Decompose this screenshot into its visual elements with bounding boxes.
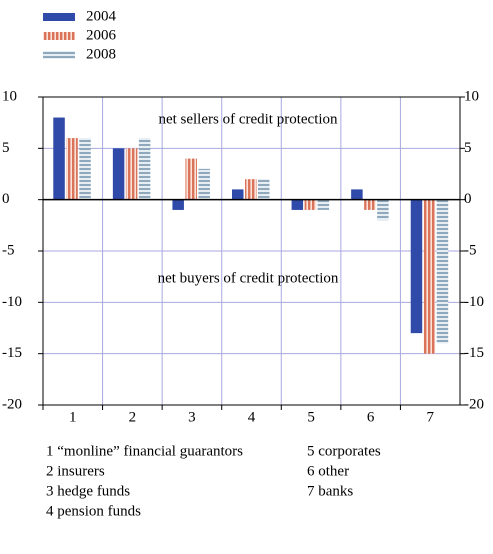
- y-tick-label: 0: [2, 191, 10, 207]
- y-tick-label: -15: [2, 345, 22, 361]
- y-tick-label: -20: [2, 396, 22, 412]
- bar: [436, 199, 449, 344]
- x-tick-label: 6: [367, 409, 375, 425]
- bar: [364, 199, 376, 210]
- bar: [317, 199, 330, 210]
- bar: [291, 199, 304, 210]
- bar: [258, 179, 270, 200]
- x-tick-label: 2: [129, 409, 137, 425]
- bar: [410, 199, 423, 334]
- legend-swatch: [43, 32, 75, 40]
- plot-frame: [42, 96, 461, 406]
- note: 7 banks: [307, 483, 353, 499]
- legend-swatch: [43, 51, 75, 59]
- bar: [138, 138, 151, 200]
- legend-swatch: [43, 13, 75, 21]
- y-tick-label: 10: [2, 88, 17, 104]
- bar: [79, 138, 91, 200]
- bar: [112, 148, 125, 200]
- bar: [185, 158, 197, 200]
- annotation: net sellers of credit protection: [158, 111, 338, 127]
- y2-tick-label: 5: [464, 140, 472, 156]
- x-tick-label: 3: [188, 409, 196, 425]
- bar: [304, 199, 317, 210]
- y-tick-label: -5: [2, 242, 15, 258]
- note: 5 corporates: [307, 443, 381, 459]
- x-tick-label: 4: [248, 409, 256, 425]
- y2-tick-label: -20: [464, 396, 484, 412]
- x-tick-label: 7: [426, 409, 434, 425]
- x-tick-label: 5: [307, 409, 315, 425]
- legend-label: 2004: [86, 8, 117, 24]
- bar: [172, 199, 184, 210]
- note: 4 pension funds: [46, 503, 141, 519]
- bar: [198, 168, 210, 200]
- bar: [423, 199, 436, 354]
- y2-tick-label: -10: [464, 294, 484, 310]
- bar: [245, 179, 257, 200]
- y2-tick-label: -5: [464, 242, 477, 258]
- note: 3 hedge funds: [46, 483, 130, 499]
- bar: [377, 199, 389, 221]
- note: 6 other: [307, 463, 349, 479]
- y-tick-label: 5: [2, 140, 10, 156]
- note: 1 “monline” financial guarantors: [46, 443, 243, 459]
- legend-label: 2008: [86, 46, 116, 62]
- y2-tick-label: -15: [464, 345, 484, 361]
- y2-tick-label: 0: [464, 191, 472, 207]
- note: 2 insurers: [46, 463, 105, 479]
- bar: [53, 117, 65, 200]
- annotation: net buyers of credit protection: [158, 270, 339, 286]
- bar: [125, 148, 138, 200]
- x-tick-label: 1: [69, 409, 77, 425]
- legend-label: 2006: [86, 27, 117, 43]
- bar: [351, 189, 363, 200]
- y-tick-label: -10: [2, 294, 22, 310]
- bar: [66, 138, 78, 200]
- y2-tick-label: 10: [464, 88, 479, 104]
- bar: [232, 189, 244, 200]
